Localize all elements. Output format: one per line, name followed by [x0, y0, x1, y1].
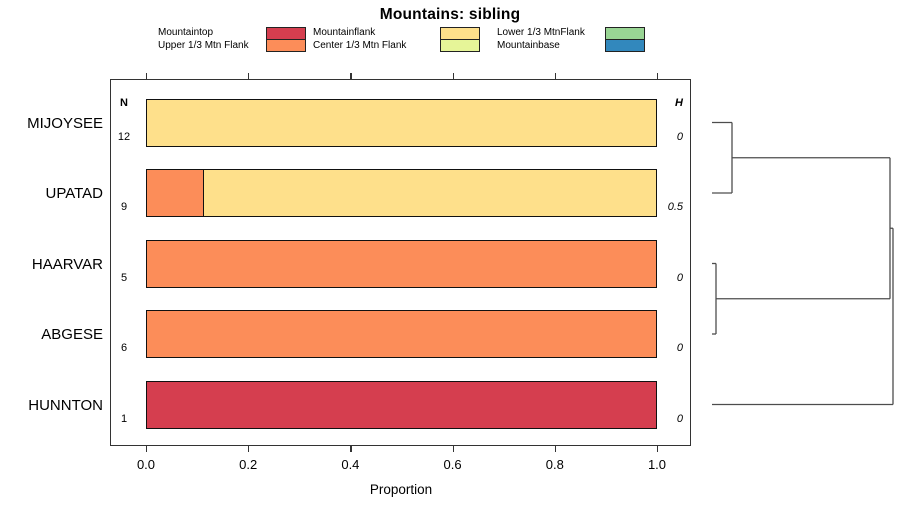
x-axis-tick-bottom: [248, 446, 250, 452]
h-column-header: H: [675, 97, 683, 109]
legend-color-swatch: [605, 38, 645, 52]
bar-segment: [147, 240, 656, 287]
x-axis-tick-bottom: [657, 446, 659, 452]
y-axis-label: UPATAD: [45, 185, 103, 202]
y-axis-label: HUNNTON: [28, 396, 103, 414]
legend-labels: Mountaintop Upper 1/3 Mtn Flank: [158, 27, 249, 52]
x-axis-tick-top: [657, 73, 659, 79]
n-value: 5: [120, 271, 128, 284]
x-axis-tick-label: 0.8: [545, 457, 564, 472]
x-axis-title: Proportion: [369, 482, 433, 497]
x-axis-tick-bottom: [452, 446, 454, 452]
h-value: 0.5: [667, 201, 683, 213]
x-axis-tick-top: [146, 73, 148, 79]
x-axis-tick-bottom: [350, 446, 352, 452]
legend-color-swatch: [266, 38, 306, 52]
h-value: 0: [676, 130, 683, 143]
bar-segment: [147, 99, 656, 146]
n-value: 12: [117, 130, 131, 143]
n-value: 9: [120, 201, 128, 213]
legend-column: Mountainflank Center 1/3 Mtn Flank: [313, 27, 480, 52]
x-axis-tick-bottom: [554, 446, 557, 452]
legend-column: Lower 1/3 MtnFlank Mountainbase: [497, 27, 645, 52]
h-value: 0: [676, 342, 683, 354]
x-axis-tick-label: 0.2: [239, 457, 258, 472]
legend-labels: Mountainflank Center 1/3 Mtn Flank: [313, 27, 406, 52]
bar-MIJOYSEE: [146, 98, 657, 147]
legend-swatches: [266, 27, 306, 52]
legend-label: Upper 1/3 Mtn Flank: [158, 39, 249, 51]
y-axis-label: HAARVAR: [31, 255, 103, 273]
legend-swatches: [440, 27, 480, 52]
x-axis-tick-bottom: [146, 446, 148, 452]
h-value: 0: [676, 412, 683, 425]
bar-ABGESE: [146, 310, 657, 358]
legend-label: Mountaintop: [158, 27, 214, 38]
h-value: 0: [676, 271, 683, 284]
legend-swatches: [605, 27, 645, 52]
bar-HUNNTON: [146, 380, 657, 429]
bar-HAARVAR: [146, 239, 657, 288]
legend-labels: Lower 1/3 MtnFlank Mountainbase: [497, 27, 585, 52]
x-axis-tick-top: [350, 73, 352, 79]
x-axis-tick-top: [554, 73, 557, 79]
legend-column: Mountaintop Upper 1/3 Mtn Flank: [158, 27, 306, 52]
legend-color-swatch: [440, 38, 480, 52]
bar-segment: [147, 311, 656, 357]
n-value: 1: [120, 412, 128, 425]
chart-title: Mountains: sibling: [379, 6, 521, 23]
n-value: 6: [120, 342, 128, 354]
legend-label: Mountainbase: [497, 39, 560, 51]
legend-label: Center 1/3 Mtn Flank: [313, 39, 407, 51]
x-axis-tick-top: [248, 73, 250, 79]
legend-label: Mountainflank: [313, 27, 376, 38]
x-axis-tick-top: [452, 73, 454, 79]
legend-label: Lower 1/3 MtnFlank: [497, 27, 585, 38]
bar-segment: [203, 170, 656, 216]
bar-segment: [147, 381, 656, 428]
x-axis-tick-label: 0.4: [341, 457, 360, 472]
x-axis-tick-label: 0.6: [443, 457, 462, 472]
bar-segment: [147, 170, 204, 216]
n-column-header: N: [120, 97, 128, 109]
bar-UPATAD: [146, 169, 657, 217]
x-axis-tick-label: 0.0: [136, 457, 156, 472]
y-axis-label: ABGESE: [41, 326, 103, 343]
x-axis-tick-label: 1.0: [647, 457, 667, 472]
y-axis-label: MIJOYSEE: [27, 114, 103, 132]
